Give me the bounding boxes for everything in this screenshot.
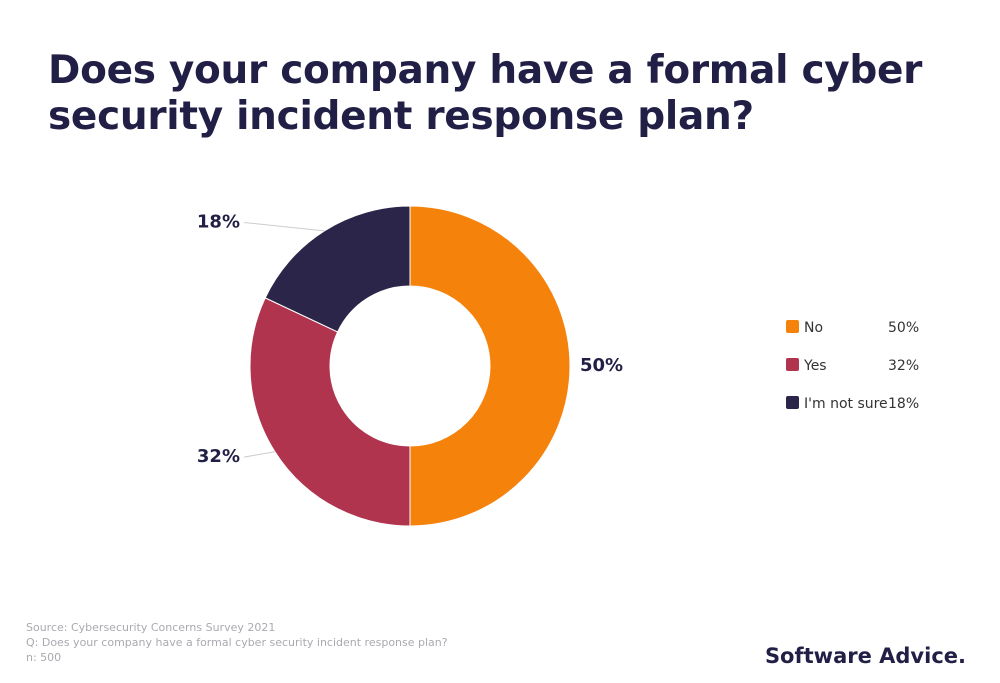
legend-label: No [804,320,823,336]
chart-title: Does your company have a formal cyber se… [48,48,923,139]
note: Source: Cybersecurity Concerns Survey 20… [26,621,276,634]
notes: Source: Cybersecurity Concerns Survey 20… [26,620,448,665]
slice [409,205,571,527]
legend-label: I'm not sure [804,396,888,412]
legend-swatch [786,320,799,333]
slice [264,205,411,333]
legend-value: 18% [888,396,919,412]
leader-line [243,451,275,458]
legend-swatch [786,396,799,409]
brand-logo: Software Advice. [764,644,966,668]
data-label: 18% [197,211,240,232]
slice [249,297,411,527]
legend-swatch [786,358,799,371]
leader-line [243,221,325,232]
data-label: 50% [580,355,623,376]
data-label: 32% [197,446,240,467]
legend-value: 50% [888,320,919,336]
legend-label: Yes [803,358,827,374]
note: n: 500 [26,651,62,664]
note: Q: Does your company have a formal cyber… [26,636,448,649]
legend-value: 32% [888,358,919,374]
